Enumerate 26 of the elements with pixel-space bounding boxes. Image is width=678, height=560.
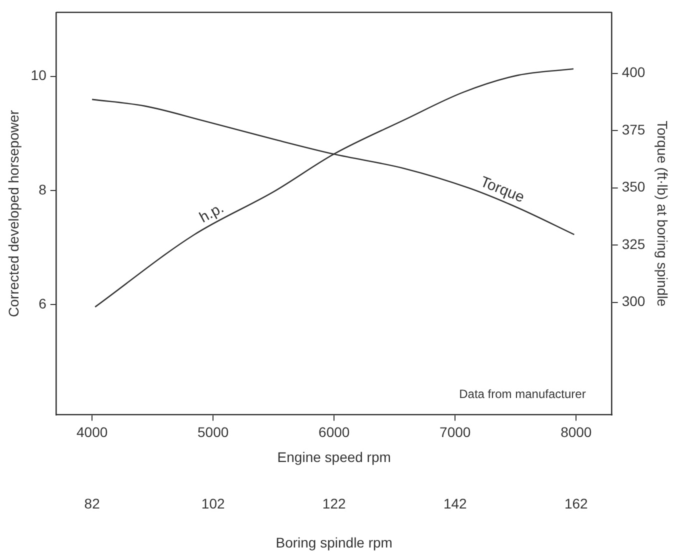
y-tick-label: 8 — [38, 181, 47, 198]
x-tick-label: 6000 — [318, 424, 350, 440]
x2-tick-label: 102 — [201, 496, 225, 512]
y2-tick-label: 350 — [622, 178, 646, 195]
y-tick-label: 6 — [38, 296, 47, 312]
y2-tick-label: 375 — [622, 121, 646, 138]
text: Torque — [478, 173, 527, 206]
y-tick-label: 10 — [30, 67, 47, 84]
y2-tick-label: 300 — [622, 293, 646, 310]
x-axis-title: Engine speed rpm — [277, 448, 391, 465]
x2-axis-title: Boring spindle rpm — [276, 534, 392, 550]
x-tick-label: 5000 — [198, 424, 229, 440]
y2-tick-label: 325 — [622, 236, 646, 252]
x2-tick-label: 142 — [443, 496, 468, 512]
text: h.p. — [196, 199, 227, 226]
annotation: Data from manufacturer — [459, 387, 586, 402]
x-tick-label: 7000 — [440, 424, 471, 440]
x2-tick-label: 82 — [84, 496, 100, 512]
x2-tick-label: 122 — [322, 496, 346, 512]
line-series — [94, 68, 574, 308]
y2-axis-title: Torque (ft·lb) at boring spindle — [654, 120, 671, 307]
x-tick-label: 8000 — [560, 424, 592, 440]
x2-tick-label: 162 — [564, 496, 588, 512]
y2-tick-label: 400 — [622, 64, 646, 80]
x-tick-label: 4000 — [76, 424, 108, 440]
y-axis-title: Corrected developed horsepower — [5, 110, 22, 318]
